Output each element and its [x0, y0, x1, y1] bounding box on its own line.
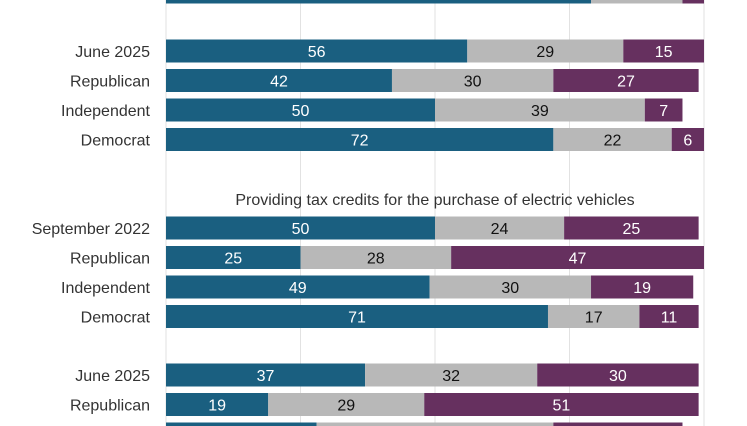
bar-segment-first: [166, 422, 317, 426]
row-label: Independent: [61, 280, 151, 297]
data-label: 42: [270, 74, 288, 91]
data-label: 71: [348, 310, 366, 327]
data-label: 72: [351, 133, 369, 150]
bar-segment-second: [553, 128, 672, 151]
bar-segment-second: [391, 69, 554, 92]
row-label: June 2025: [75, 368, 150, 385]
bar-segment-first: [166, 275, 430, 299]
bar-segment-first: [166, 0, 592, 4]
bar-segment-first: [166, 363, 366, 387]
data-label: 17: [585, 310, 603, 327]
bar-segment-third: [553, 422, 683, 426]
bar-segment-first: [166, 98, 435, 122]
bar-segment-first: [166, 246, 301, 269]
bar-segment-third: [644, 98, 683, 122]
row-label: September 2022: [32, 221, 150, 238]
row-label: Democrat: [81, 310, 151, 327]
data-label: 49: [289, 280, 307, 297]
bar-segment-second: [365, 363, 538, 387]
bar-segment-first: [166, 69, 392, 92]
data-label: 30: [501, 280, 519, 297]
bar-segment-second: [268, 393, 425, 416]
row-label: Democrat: [81, 133, 151, 150]
bar-segment-first: [166, 128, 554, 151]
data-label: 29: [536, 44, 554, 61]
bar-segment-first: [166, 305, 548, 328]
data-label: 39: [531, 103, 549, 120]
bar-segment-third: [564, 216, 699, 240]
labels: June 2025 56 29 15 Republican 42 30 27 Independe…: [32, 44, 693, 415]
bar-segment-first: [166, 39, 468, 63]
bar-segment-third: [537, 363, 699, 387]
data-label: 25: [224, 251, 242, 268]
data-label: 19: [633, 280, 651, 297]
data-label: 11: [661, 310, 678, 327]
bars: [166, 0, 704, 426]
bar-segment-second: [429, 275, 592, 299]
bar-segment-third: [671, 128, 704, 151]
data-label: 22: [604, 133, 622, 150]
data-label: 56: [308, 44, 326, 61]
bar-segment-third: [623, 39, 704, 63]
bar-segment-third: [682, 0, 704, 4]
data-label: 51: [553, 398, 571, 415]
row-label: Republican: [70, 398, 150, 415]
bar-segment-third: [591, 275, 694, 299]
data-label: 30: [464, 74, 482, 91]
gridlines: [165, 0, 705, 426]
data-label: 32: [442, 368, 460, 385]
bar-segment-second: [435, 216, 565, 240]
bar-segment-third: [451, 246, 704, 269]
data-label: 50: [292, 221, 310, 238]
data-label: 24: [491, 221, 509, 238]
bar-segment-second: [591, 0, 683, 4]
bar-segment-third: [424, 393, 699, 416]
bar-segment-third: [639, 305, 699, 328]
data-label: 6: [683, 133, 692, 150]
row-label: Republican: [70, 251, 150, 268]
bar-segment-second: [547, 305, 640, 328]
data-label: 27: [617, 74, 635, 91]
row-label: Republican: [70, 74, 150, 91]
bar-segment-second: [467, 39, 624, 63]
row-label: Independent: [61, 103, 151, 120]
bar-segment-second: [435, 98, 645, 122]
bar-segment-third: [553, 69, 699, 92]
data-label: 50: [292, 103, 310, 120]
group-title: Providing tax credits for the purchase o…: [235, 192, 634, 209]
data-label: 37: [257, 368, 275, 385]
bar-segment-first: [166, 216, 435, 240]
bar-segment-second: [316, 422, 554, 426]
row-label: June 2025: [75, 44, 150, 61]
data-label: 30: [609, 368, 627, 385]
bar-segment-first: [166, 393, 269, 416]
data-label: 29: [337, 398, 355, 415]
data-label: 47: [569, 251, 587, 268]
data-label: 25: [622, 221, 640, 238]
data-label: 15: [655, 44, 673, 61]
data-label: 7: [659, 103, 668, 120]
data-label: 19: [208, 398, 226, 415]
bar-segment-second: [300, 246, 452, 269]
data-label: 28: [367, 251, 385, 268]
